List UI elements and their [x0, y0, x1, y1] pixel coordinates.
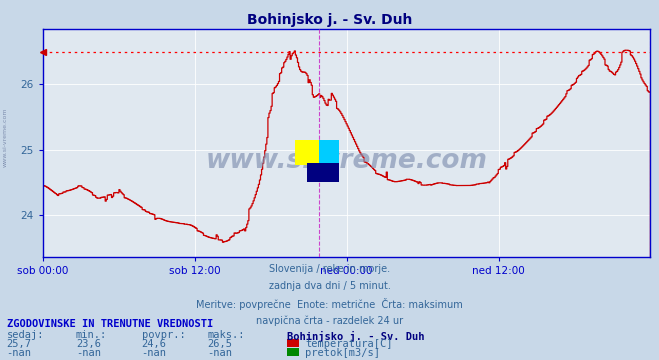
Text: -nan: -nan [208, 348, 233, 359]
Text: zadnja dva dni / 5 minut.: zadnja dva dni / 5 minut. [269, 281, 390, 291]
Text: www.si-vreme.com: www.si-vreme.com [3, 107, 8, 167]
Text: ZGODOVINSKE IN TRENUTNE VREDNOSTI: ZGODOVINSKE IN TRENUTNE VREDNOSTI [7, 319, 213, 329]
Text: povpr.:: povpr.: [142, 330, 185, 341]
Text: Slovenija / reke in morje.: Slovenija / reke in morje. [269, 264, 390, 274]
Text: temperatura[C]: temperatura[C] [305, 339, 393, 350]
Text: -nan: -nan [76, 348, 101, 359]
Text: 25,7: 25,7 [7, 339, 32, 350]
Text: maks.:: maks.: [208, 330, 245, 341]
Text: -nan: -nan [142, 348, 167, 359]
Text: Meritve: povprečne  Enote: metrične  Črta: maksimum: Meritve: povprečne Enote: metrične Črta:… [196, 298, 463, 310]
Text: navpična črta - razdelek 24 ur: navpična črta - razdelek 24 ur [256, 315, 403, 326]
Text: Bohinjsko j. - Sv. Duh: Bohinjsko j. - Sv. Duh [287, 330, 424, 342]
Text: 24,6: 24,6 [142, 339, 167, 350]
Text: sedaj:: sedaj: [7, 330, 44, 341]
Bar [320, 140, 339, 165]
Text: 26,5: 26,5 [208, 339, 233, 350]
Text: pretok[m3/s]: pretok[m3/s] [305, 348, 380, 359]
Bar [295, 140, 320, 165]
Text: Bohinjsko j. - Sv. Duh: Bohinjsko j. - Sv. Duh [247, 13, 412, 27]
Text: 23,6: 23,6 [76, 339, 101, 350]
Text: min.:: min.: [76, 330, 107, 341]
Text: -nan: -nan [7, 348, 32, 359]
Bar [307, 163, 339, 182]
Text: www.si-vreme.com: www.si-vreme.com [206, 148, 488, 174]
